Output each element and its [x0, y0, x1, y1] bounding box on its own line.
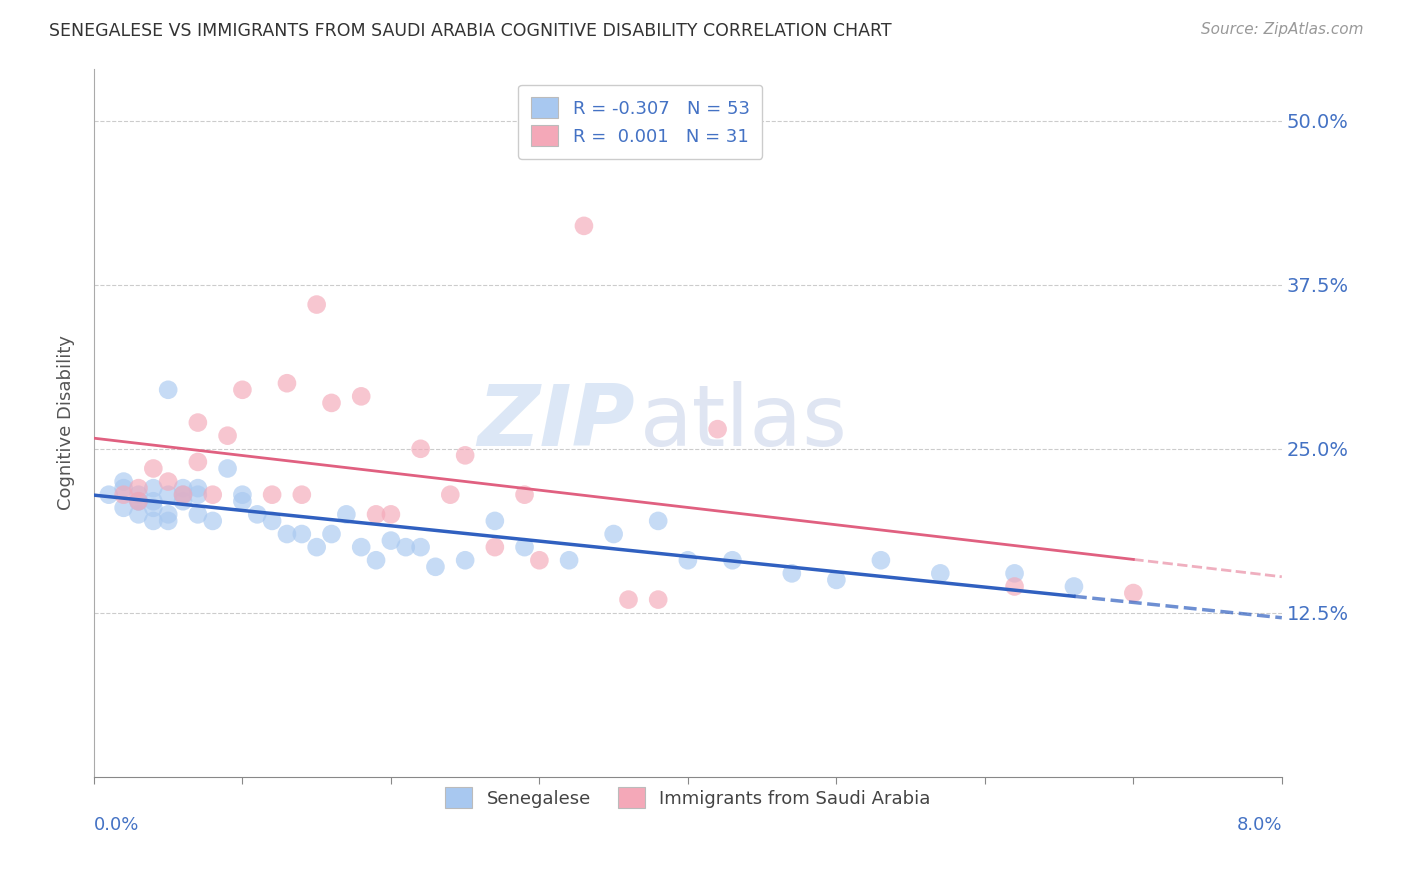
Point [276, 376, 298, 391]
Text: SENEGALESE VS IMMIGRANTS FROM SAUDI ARABIA COGNITIVE DISABILITY CORRELATION CHAR: SENEGALESE VS IMMIGRANTS FROM SAUDI ARAB… [49, 22, 891, 40]
Point [157, 514, 180, 528]
Point [529, 553, 551, 567]
Point [439, 488, 461, 502]
Point [187, 508, 209, 522]
Point [127, 494, 149, 508]
Point [291, 527, 314, 541]
Point [335, 508, 357, 522]
Point [172, 481, 194, 495]
Point [617, 592, 640, 607]
Text: 8.0%: 8.0% [1236, 815, 1282, 833]
Text: 0.0%: 0.0% [94, 815, 139, 833]
Point [706, 422, 728, 436]
Point [231, 494, 253, 508]
Point [127, 494, 149, 508]
Point [157, 475, 180, 489]
Point [321, 527, 343, 541]
Point [127, 508, 149, 522]
Text: atlas: atlas [640, 381, 848, 464]
Point [217, 428, 239, 442]
Point [142, 461, 165, 475]
Legend: Senegalese, Immigrants from Saudi Arabia: Senegalese, Immigrants from Saudi Arabia [436, 778, 939, 817]
Point [513, 488, 536, 502]
Point [246, 508, 269, 522]
Point [1004, 566, 1026, 581]
Point [380, 508, 402, 522]
Point [262, 514, 284, 528]
Point [112, 488, 135, 502]
Point [201, 488, 224, 502]
Point [647, 592, 669, 607]
Point [1122, 586, 1144, 600]
Point [97, 488, 120, 502]
Point [1063, 579, 1085, 593]
Point [142, 481, 165, 495]
Point [172, 488, 194, 502]
Point [291, 488, 314, 502]
Point [364, 553, 387, 567]
Point [112, 500, 135, 515]
Point [647, 514, 669, 528]
Point [112, 481, 135, 495]
Point [454, 448, 477, 462]
Point [364, 508, 387, 522]
Point [1004, 579, 1026, 593]
Y-axis label: Cognitive Disability: Cognitive Disability [58, 335, 75, 510]
Point [350, 389, 373, 403]
Point [127, 488, 149, 502]
Point [187, 416, 209, 430]
Point [217, 461, 239, 475]
Point [157, 488, 180, 502]
Point [305, 297, 328, 311]
Text: Source: ZipAtlas.com: Source: ZipAtlas.com [1201, 22, 1364, 37]
Point [870, 553, 893, 567]
Point [395, 540, 418, 554]
Point [929, 566, 952, 581]
Point [484, 514, 506, 528]
Point [484, 540, 506, 554]
Point [825, 573, 848, 587]
Point [721, 553, 744, 567]
Point [142, 500, 165, 515]
Point [409, 540, 432, 554]
Point [142, 514, 165, 528]
Point [172, 488, 194, 502]
Point [157, 508, 180, 522]
Point [676, 553, 699, 567]
Point [187, 488, 209, 502]
Point [409, 442, 432, 456]
Point [187, 481, 209, 495]
Point [350, 540, 373, 554]
Point [172, 494, 194, 508]
Point [513, 540, 536, 554]
Text: ZIP: ZIP [477, 381, 634, 464]
Point [321, 396, 343, 410]
Point [127, 494, 149, 508]
Point [187, 455, 209, 469]
Point [558, 553, 581, 567]
Point [262, 488, 284, 502]
Point [231, 488, 253, 502]
Point [142, 494, 165, 508]
Point [231, 383, 253, 397]
Point [425, 559, 447, 574]
Point [380, 533, 402, 548]
Point [157, 383, 180, 397]
Point [112, 475, 135, 489]
Point [572, 219, 595, 233]
Point [276, 527, 298, 541]
Point [305, 540, 328, 554]
Point [201, 514, 224, 528]
Point [780, 566, 803, 581]
Point [127, 481, 149, 495]
Point [602, 527, 624, 541]
Point [454, 553, 477, 567]
